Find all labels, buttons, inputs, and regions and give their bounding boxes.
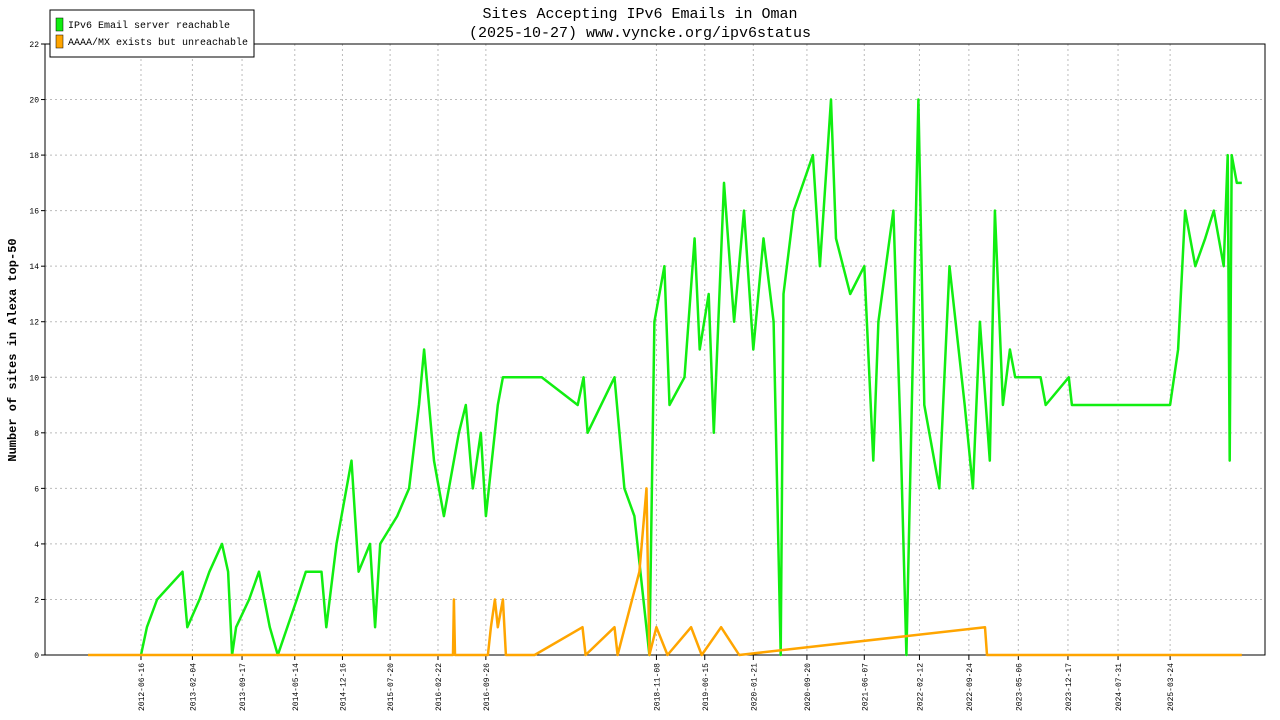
y-tick-label: 10 bbox=[29, 374, 39, 383]
x-tick-label: 2013-09-17 bbox=[239, 663, 248, 711]
x-tick-label: 2023-12-17 bbox=[1065, 663, 1074, 711]
y-tick-label: 2 bbox=[34, 596, 39, 605]
x-tick-label: 2021-06-07 bbox=[861, 663, 870, 711]
y-tick-label: 0 bbox=[34, 652, 39, 661]
x-tick-label: 2016-02-22 bbox=[435, 663, 444, 711]
y-axis-label: Number of sites in Alexa top-50 bbox=[6, 238, 20, 461]
y-tick-label: 22 bbox=[29, 41, 39, 50]
y-tick-label: 8 bbox=[34, 430, 39, 439]
legend-swatch bbox=[55, 34, 64, 49]
chart-title: Sites Accepting IPv6 Emails in Oman bbox=[482, 6, 797, 23]
x-tick-label: 2022-09-24 bbox=[966, 663, 975, 711]
x-tick-label: 2014-05-14 bbox=[292, 663, 301, 711]
x-tick-label: 2016-09-26 bbox=[483, 663, 492, 711]
y-tick-label: 20 bbox=[29, 97, 39, 106]
legend-label: AAAA/MX exists but unreachable bbox=[68, 37, 248, 49]
x-tick-label: 2022-02-12 bbox=[916, 663, 925, 711]
x-tick-label: 2025-03-24 bbox=[1167, 663, 1176, 711]
y-tick-label: 12 bbox=[29, 319, 39, 328]
y-tick-label: 18 bbox=[29, 152, 39, 161]
y-tick-label: 6 bbox=[34, 485, 39, 494]
y-tick-label: 16 bbox=[29, 208, 39, 217]
x-tick-label: 2014-12-16 bbox=[339, 663, 348, 711]
x-tick-label: 2019-06-15 bbox=[702, 663, 711, 711]
x-tick-label: 2015-07-20 bbox=[387, 663, 396, 711]
x-tick-label: 2023-05-06 bbox=[1015, 663, 1024, 711]
x-tick-label: 2020-09-20 bbox=[804, 663, 813, 711]
x-tick-label: 2013-02-04 bbox=[189, 663, 198, 711]
plot-frame bbox=[44, 43, 1266, 656]
series-line bbox=[139, 98, 1242, 657]
y-tick-label: 4 bbox=[34, 541, 39, 550]
series-line bbox=[88, 487, 1242, 657]
x-tick-label: 2024-07-31 bbox=[1115, 663, 1124, 711]
x-tick-label: 2018-11-08 bbox=[653, 663, 662, 711]
legend-swatch bbox=[55, 17, 64, 32]
legend-box bbox=[49, 9, 255, 58]
x-tick-label: 2012-06-16 bbox=[138, 663, 147, 711]
legend-label: IPv6 Email server reachable bbox=[68, 20, 230, 32]
x-tick-label: 2020-01-21 bbox=[750, 663, 759, 711]
chart-subtitle: (2025-10-27) www.vyncke.org/ipv6status bbox=[469, 25, 811, 42]
y-tick-label: 14 bbox=[29, 263, 39, 272]
